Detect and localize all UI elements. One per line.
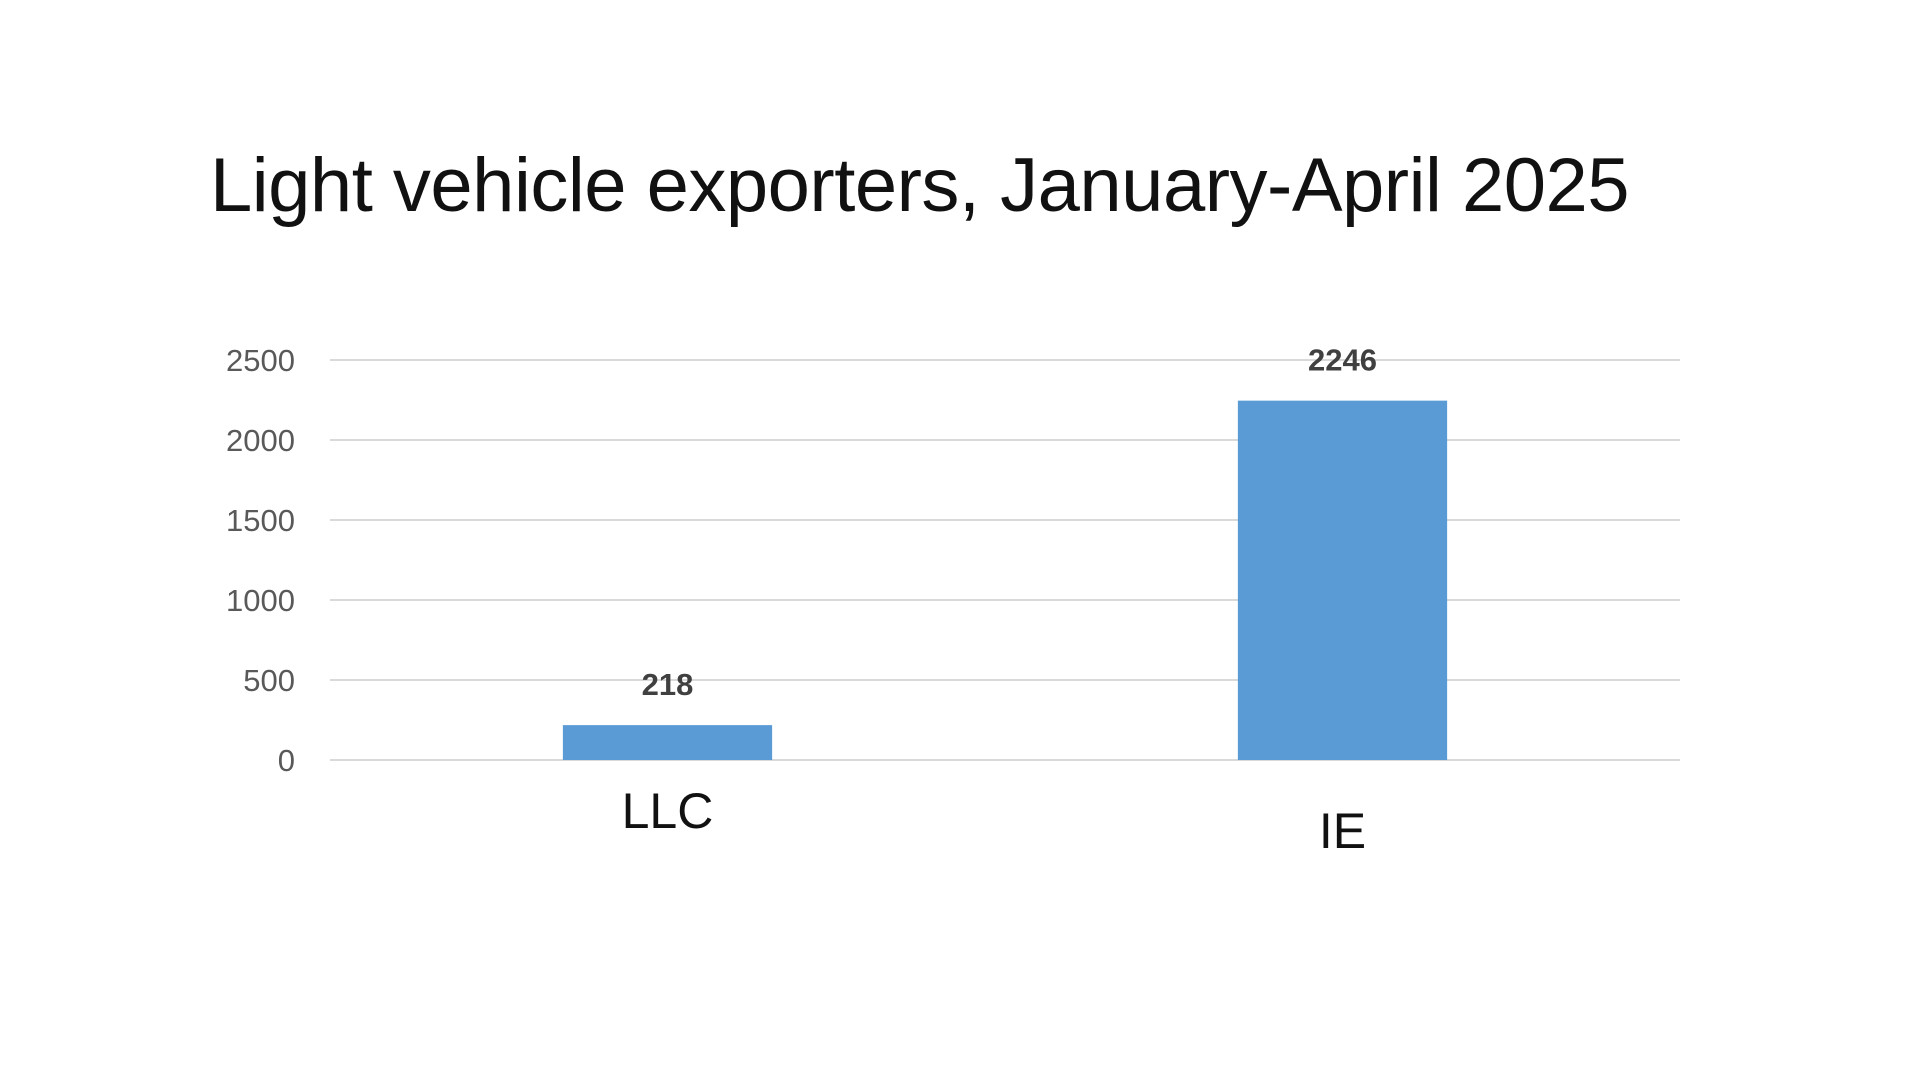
chart-title: Light vehicle exporters, January-April 2…	[210, 143, 1630, 228]
y-tick-label: 500	[243, 663, 295, 698]
data-label: 218	[642, 667, 694, 702]
bar-llc	[562, 725, 773, 760]
y-tick-label: 2000	[226, 423, 295, 458]
x-axis-categories: LLC IE	[622, 783, 1366, 859]
y-axis-ticks: 0 500 1000 1500 2000 2500	[226, 343, 295, 778]
bar-ie	[1237, 400, 1448, 760]
x-category-label: LLC	[622, 783, 714, 839]
y-tick-label: 1000	[226, 583, 295, 618]
y-tick-label: 2500	[226, 343, 295, 378]
data-labels: 218 2246	[642, 343, 1377, 702]
data-label: 2246	[1308, 343, 1377, 378]
x-category-label: IE	[1319, 803, 1366, 859]
y-tick-label: 1500	[226, 503, 295, 538]
y-tick-label: 0	[278, 743, 295, 778]
gridlines	[330, 359, 1680, 761]
bars	[562, 400, 1448, 760]
